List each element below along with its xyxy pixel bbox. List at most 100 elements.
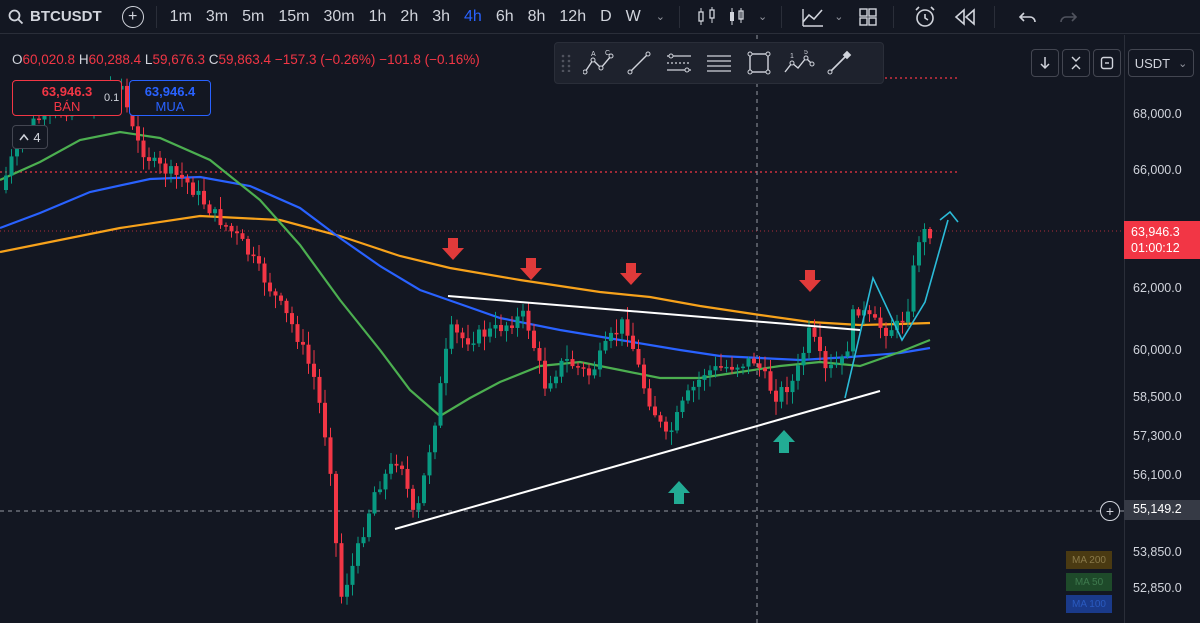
- candle-body: [526, 310, 531, 331]
- price-tick: 56,100.0: [1133, 468, 1182, 482]
- candle-body: [433, 425, 437, 453]
- candle-body: [213, 209, 217, 214]
- layouts-button[interactable]: [853, 2, 883, 32]
- parallel-channel-tool[interactable]: [659, 45, 699, 81]
- svg-text:5: 5: [804, 50, 808, 56]
- candle-body: [609, 332, 613, 341]
- indicators-collapse-button[interactable]: 4: [12, 125, 48, 149]
- rewind-icon: [955, 7, 976, 26]
- buy-button[interactable]: 63,946.4 MUA: [129, 80, 211, 116]
- ma-blue-legend: MA 100: [1066, 595, 1112, 613]
- candle-body: [477, 329, 481, 344]
- plus-circle-icon[interactable]: +: [1100, 501, 1120, 521]
- candle-body: [350, 565, 355, 585]
- long-position-tool[interactable]: [819, 45, 859, 81]
- candle-body: [829, 364, 833, 369]
- change-value: −157.3 (−0.26%): [274, 52, 376, 67]
- timeframe-2h[interactable]: 2h: [400, 7, 419, 25]
- timeframe-8h[interactable]: 8h: [527, 7, 546, 25]
- candle-body: [730, 366, 734, 370]
- price-chart[interactable]: [0, 35, 1124, 623]
- timeframe-5m[interactable]: 5m: [242, 7, 265, 25]
- price-tick: 52,850.0: [1133, 581, 1182, 595]
- candle-body: [570, 359, 575, 367]
- candle-body: [922, 228, 927, 243]
- ma-blue-line: [0, 175, 931, 362]
- candle-body: [917, 242, 921, 266]
- horizontal-lines-tool[interactable]: [699, 45, 739, 81]
- timeframe-d[interactable]: D: [600, 7, 612, 25]
- spread-value: 0.1: [104, 92, 120, 104]
- candle-body: [642, 364, 646, 389]
- candle-body: [669, 430, 674, 432]
- candle-body: [383, 473, 388, 490]
- candle-body: [664, 421, 668, 432]
- candle-body: [185, 177, 190, 183]
- candle-body: [625, 319, 630, 336]
- buy-price: 63,946.4: [144, 84, 196, 99]
- candle-body: [317, 376, 322, 403]
- high-value: 60,288.4: [88, 52, 142, 67]
- candle-body: [427, 452, 432, 476]
- candle-body: [416, 503, 421, 510]
- current-price-label: 63,946.3 01:00:12: [1124, 221, 1200, 259]
- candle-body: [240, 233, 245, 239]
- candle-body: [378, 489, 382, 493]
- candle-body: [911, 265, 916, 312]
- collapse-panes-button[interactable]: [1062, 49, 1090, 77]
- candle-body: [422, 475, 426, 504]
- symbol-search[interactable]: BTCUSDT: [0, 8, 112, 25]
- maximize-button[interactable]: [1093, 49, 1121, 77]
- timeframe-3h[interactable]: 3h: [432, 7, 451, 25]
- chevron-down-icon[interactable]: ⌄: [834, 11, 844, 23]
- timeframe-30m[interactable]: 30m: [323, 7, 355, 25]
- candle-body: [724, 366, 729, 369]
- candle-body: [504, 325, 509, 332]
- plus-circle-icon[interactable]: +: [121, 5, 144, 28]
- timeframe-3m[interactable]: 3m: [205, 7, 229, 25]
- price-scale[interactable]: 68,000.0 66,000.0 62,000.0 60,000.0 58,500.0…: [1124, 35, 1200, 623]
- maximize-icon: [1100, 56, 1114, 70]
- timeframe-w[interactable]: W: [625, 7, 641, 25]
- undo-icon: [1019, 11, 1037, 22]
- drag-handle-icon[interactable]: [561, 54, 573, 72]
- timeframe-1h[interactable]: 1h: [368, 7, 387, 25]
- currency-button[interactable]: USDT ⌄: [1128, 49, 1194, 77]
- candle-body: [807, 327, 811, 353]
- candle-body: [4, 175, 8, 190]
- timeframe-15m[interactable]: 15m: [278, 7, 310, 25]
- timeframe-1m[interactable]: 1m: [169, 7, 192, 25]
- redo-button[interactable]: [1053, 2, 1083, 32]
- candle-body: [207, 204, 212, 214]
- candle-body: [125, 85, 129, 108]
- rectangle-tool[interactable]: [739, 45, 779, 81]
- indicators-button[interactable]: [798, 2, 828, 32]
- candle-body: [543, 360, 547, 389]
- sell-button[interactable]: 63,946.3 BÁN: [12, 80, 122, 116]
- replay-button[interactable]: [950, 2, 980, 32]
- chevron-down-icon[interactable]: ⌄: [758, 11, 768, 23]
- chevron-down-icon[interactable]: ⌄: [655, 11, 665, 23]
- undo-button[interactable]: [1013, 2, 1043, 32]
- candle-body: [906, 311, 910, 323]
- candle-body: [680, 400, 685, 413]
- ma200-legend: MA 200: [1066, 551, 1112, 569]
- candle-body: [482, 329, 487, 337]
- candle-body: [592, 369, 597, 376]
- candle-body: [746, 358, 751, 367]
- ohlc-legend: O60,020.8 H60,288.4 L59,676.3 C59,863.4 …: [12, 52, 480, 67]
- timeframe-12h[interactable]: 12h: [559, 7, 587, 25]
- candle-body: [290, 313, 294, 325]
- alert-button[interactable]: [910, 2, 940, 32]
- candle-body: [328, 437, 333, 474]
- trend-line-tool[interactable]: [619, 45, 659, 81]
- timeframe-6h[interactable]: 6h: [495, 7, 514, 25]
- candle-body: [691, 386, 696, 391]
- scroll-down-button[interactable]: [1031, 49, 1059, 77]
- bar-style-button[interactable]: [692, 2, 722, 32]
- candle-type-button[interactable]: [722, 2, 752, 32]
- price-tick: 62,000.0: [1133, 281, 1182, 295]
- timeframe-4h[interactable]: 4h: [464, 7, 482, 25]
